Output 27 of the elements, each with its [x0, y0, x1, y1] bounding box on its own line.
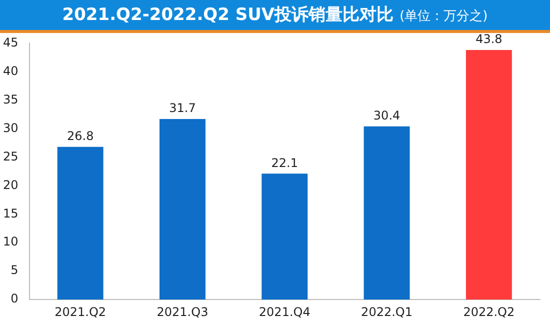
bar — [57, 146, 104, 300]
y-tick-label: 5 — [10, 263, 18, 278]
x-tick-label: 2022.Q2 — [463, 304, 515, 319]
y-tick-label: 10 — [2, 234, 18, 249]
data-label: 26.8 — [66, 129, 94, 144]
chart-title: 2021.Q2-2022.Q2 SUV投诉销量比对比 — [62, 5, 394, 25]
bar — [160, 118, 206, 300]
y-tick-label: 30 — [2, 120, 18, 135]
data-label: 30.4 — [373, 108, 400, 123]
bar — [364, 126, 410, 300]
x-tick-label: 2021.Q2 — [54, 304, 106, 319]
data-label: 43.8 — [476, 32, 502, 46]
x-tick-label: 2022.Q1 — [361, 304, 412, 319]
y-tick-label: 20 — [2, 178, 18, 192]
y-tick-label: 0 — [10, 292, 18, 306]
data-label: 22.1 — [271, 156, 298, 170]
y-tick-label: 15 — [2, 206, 18, 220]
y-tick-label: 40 — [2, 64, 18, 78]
y-tick-label: 45 — [2, 35, 18, 50]
bar — [466, 50, 512, 300]
y-tick-label: 35 — [2, 92, 18, 106]
x-tick-label: 2021.Q4 — [258, 304, 310, 319]
x-tick-label: 2021.Q3 — [156, 304, 208, 319]
y-tick-label: 25 — [2, 149, 18, 164]
chart-subtitle: (单位：万分之) — [400, 9, 488, 24]
bar — [262, 174, 308, 300]
data-label: 31.7 — [169, 101, 196, 116]
